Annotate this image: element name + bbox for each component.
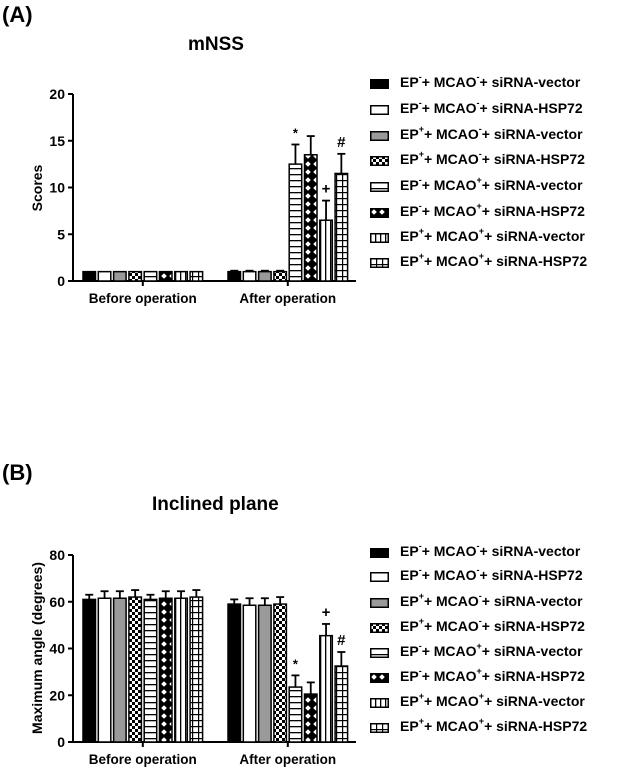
bar [273,270,288,282]
panel-a: (A) mNSS 0 5 10 15 20 Scores Before operation A… [2,2,588,306]
y-tick-label: 10 [49,180,65,196]
significance-marker: # [337,134,346,151]
significance-marker: + [322,604,331,621]
legend-label: EP-+ MCAO++ siRNA-HSP72 [400,201,585,219]
y-tick-label: 20 [49,86,65,102]
significance-marker: # [337,632,346,649]
y-tick-label: 15 [49,133,65,149]
y-tick-label: 0 [57,734,65,750]
bar [303,154,318,282]
bar [334,172,349,282]
legend-swatch-icon [370,156,389,166]
y-tick-label: 80 [49,547,65,563]
legend-label: EP++ MCAO-+ siRNA-vector [400,591,583,609]
bar [242,604,257,743]
bar [174,597,189,743]
bar [189,596,204,743]
bar [143,270,158,282]
legend-swatch-icon [370,723,389,733]
y-tick-label: 40 [49,641,65,657]
panel-label-b: (B) [2,460,33,485]
legend-swatch-icon [370,79,389,89]
bar [82,598,97,743]
bar [128,270,143,282]
bar [158,597,173,743]
bar [112,270,127,282]
x-category-label: Before operation [89,752,197,767]
bar [319,219,334,282]
bar [334,665,349,743]
legend-label: EP++ MCAO-+ siRNA-HSP72 [400,616,585,634]
bar [227,270,242,282]
bar [319,634,334,743]
legend-swatch-icon [370,648,389,658]
significance-marker: * [293,656,299,671]
significance-marker: + [322,181,331,198]
bar [273,603,288,743]
bar [128,596,143,743]
bar [143,598,158,743]
legend-swatch-icon [370,131,389,141]
panel-label-a: (A) [2,2,33,27]
legend-swatch-icon [370,598,389,608]
legend-label: EP-+ MCAO-+ siRNA-HSP72 [400,565,583,583]
bar-chart-a: 0 5 10 15 20 Scores Before operation After oper… [29,86,356,306]
legend-label: EP-+ MCAO-+ siRNA-vector [400,541,581,559]
y-axis-label: Maximum angle (degrees) [29,562,45,734]
legend-label: EP-+ MCAO++ siRNA-HSP72 [400,666,585,684]
legend-label: EP++ MCAO++ siRNA-HSP72 [400,716,588,734]
bar [257,604,272,743]
legend-label: EP-+ MCAO-+ siRNA-HSP72 [400,98,583,116]
bar [158,270,173,282]
chart-title-b: Inclined plane [152,494,279,515]
bar [97,597,112,743]
bar [174,270,189,282]
x-category-label: After operation [239,291,336,306]
bar [82,270,97,282]
y-tick-label: 60 [49,594,65,610]
legend-label: EP++ MCAO-+ siRNA-vector [400,124,583,142]
bar [97,270,112,282]
y-axis-label: Scores [29,164,45,211]
legend-label: EP++ MCAO++ siRNA-vector [400,691,585,709]
bar [227,603,242,743]
legend-swatch-icon [370,698,389,708]
legend-swatch-icon [370,673,389,683]
legend-swatch-icon [370,233,389,243]
x-category-label: Before operation [89,291,197,306]
x-category-label: After operation [239,752,336,767]
y-tick-label: 5 [57,226,65,242]
legend-swatch-icon [370,208,389,218]
legend-swatch-icon [370,105,389,115]
legend-swatch-icon [370,182,389,192]
bar [112,597,127,743]
y-tick-label: 0 [57,273,65,289]
legend-swatch-icon [370,572,389,582]
legend-label: EP-+ MCAO++ siRNA-vector [400,175,583,193]
bar [257,270,272,282]
legend-swatch-icon [370,548,389,558]
legend-swatch-icon [370,258,389,268]
bar [288,163,303,282]
bar [242,270,257,282]
bar [288,686,303,743]
bar [303,693,318,743]
significance-marker: * [293,125,299,140]
legend-label: EP++ MCAO-+ siRNA-HSP72 [400,149,585,167]
bar [189,270,204,282]
chart-title-a: mNSS [188,34,244,55]
legend-label: EP++ MCAO++ siRNA-HSP72 [400,251,588,269]
legend-label: EP-+ MCAO-+ siRNA-vector [400,72,581,90]
legend-label: EP-+ MCAO++ siRNA-vector [400,641,583,659]
legend-swatch-icon [370,623,389,633]
legend-label: EP++ MCAO++ siRNA-vector [400,226,585,244]
y-tick-label: 20 [49,687,65,703]
